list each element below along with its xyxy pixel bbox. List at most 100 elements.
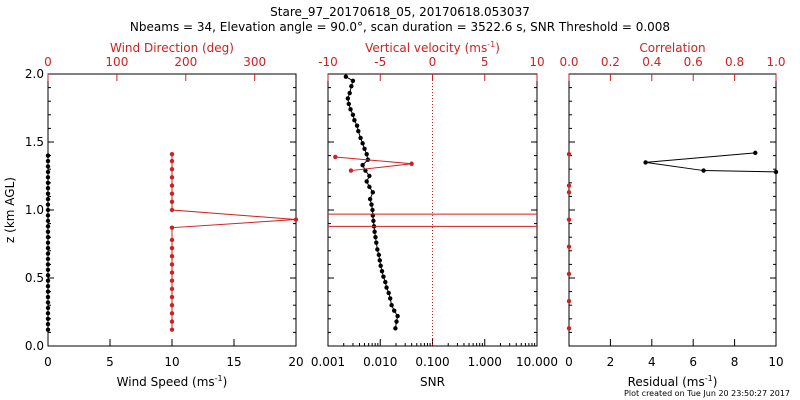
wind-data-point (45, 153, 51, 158)
ytick-label: 0.5 (25, 271, 44, 285)
velocity-data-point (372, 229, 377, 234)
velocity-data-point (350, 78, 356, 84)
wind-data-point (169, 207, 175, 213)
wind-data-point (45, 300, 51, 305)
wind-series-line (171, 154, 297, 330)
wind-data-point (45, 207, 51, 213)
wind-data-point (45, 273, 51, 278)
wind-data-point (169, 167, 175, 172)
velocity-bottom-axis-label: SNR (420, 375, 445, 389)
velocity-top-axis-label: Vertical velocity (ms-1) (365, 40, 500, 55)
velocity-data-point (376, 252, 382, 258)
velocity-data-point (343, 74, 349, 79)
top-xtick-label: 0.0 (559, 55, 578, 69)
wind-data-point (293, 217, 299, 222)
wind-data-point (45, 180, 51, 185)
wind-data-point (45, 164, 51, 169)
velocity-data-point (389, 303, 394, 308)
top-xtick-label: -5 (374, 55, 386, 69)
wind-data-point (45, 229, 51, 234)
wind-data-point (169, 311, 175, 316)
wind-data-point (45, 278, 51, 283)
wind-data-point (45, 262, 51, 267)
velocity-data-point (395, 313, 400, 319)
top-xtick-label: 10 (529, 55, 544, 69)
wind-data-point (45, 322, 51, 327)
figure-subtitle: Nbeams = 34, Elevation angle = 90.0°, sc… (130, 20, 670, 34)
velocity-data-point (367, 196, 373, 202)
correlation-top-axis-label: Correlation (639, 41, 705, 55)
velocity-data-point (371, 218, 376, 224)
wind-data-point (45, 213, 51, 218)
correlation-frame (568, 73, 777, 347)
figure-title: Stare_97_20170618_05, 20170618.053037 (270, 5, 530, 19)
velocity-data-point (370, 190, 375, 195)
xtick-label: 0.100 (415, 355, 449, 369)
wind-top-axis-label: Wind Direction (deg) (110, 41, 234, 55)
wind-data-point (169, 199, 175, 205)
correlation-bottom-axis-label: Residual (ms-1) (628, 374, 718, 389)
velocity-data-point (370, 207, 375, 213)
correlation-data-point (773, 169, 779, 175)
velocity-data-point (333, 154, 338, 160)
wind-data-point (169, 183, 175, 188)
velocity-data-point (364, 179, 369, 184)
wind-data-point (45, 224, 51, 229)
wind-data-point (45, 305, 51, 311)
velocity-data-point (393, 326, 398, 331)
velocity-data-point (354, 123, 360, 128)
xtick-label: 0.010 (363, 355, 397, 369)
plot-created-footer: Plot created on Tue Jun 20 23:50:27 2017 (624, 389, 790, 398)
wind-data-point (169, 286, 175, 292)
velocity-data-point (369, 202, 374, 207)
top-xtick-label: 300 (243, 55, 266, 69)
top-xtick-label: -10 (318, 55, 338, 69)
velocity-data-point (362, 146, 367, 151)
velocity-data-point (348, 168, 354, 173)
wind-data-point (45, 251, 51, 256)
velocity-data-point (364, 152, 369, 157)
wind-data-point (45, 283, 51, 289)
xtick-label: 2 (607, 355, 615, 369)
wind-data-point (169, 254, 175, 259)
top-xtick-label: 200 (174, 55, 197, 69)
wind-data-point (169, 175, 175, 180)
wind-data-point (45, 235, 51, 240)
correlation-data-point (566, 190, 572, 195)
xtick-label: 6 (689, 355, 697, 369)
wind-data-point (45, 158, 51, 164)
wind-data-point (45, 267, 51, 273)
velocity-data-point (350, 112, 356, 118)
wind-data-point (45, 191, 51, 196)
correlation-data-point (566, 217, 572, 222)
wind-data-point (45, 245, 51, 251)
xtick-label: 8 (731, 355, 739, 369)
velocity-data-point (367, 173, 372, 179)
wind-data-point (169, 191, 175, 196)
xtick-label: 0 (565, 355, 573, 369)
ytick-label: 0.0 (25, 339, 44, 353)
velocity-data-point (394, 319, 399, 324)
velocity-data-point (358, 135, 363, 141)
velocity-data-point (374, 240, 379, 245)
wind-data-point (45, 186, 51, 191)
correlation-data-point (566, 183, 572, 188)
wind-data-point (45, 327, 51, 332)
xtick-label: 5 (106, 355, 114, 369)
xtick-label: 0 (44, 355, 52, 369)
xtick-label: 10 (768, 355, 783, 369)
xtick-label: 1.000 (468, 355, 502, 369)
velocity-data-point (373, 235, 378, 240)
wind-data-point (45, 169, 51, 175)
velocity-data-point (378, 263, 383, 268)
top-xtick-label: 0.8 (725, 55, 744, 69)
velocity-data-point (345, 96, 351, 101)
top-xtick-label: 1.0 (766, 55, 785, 69)
correlation-data-point (566, 271, 572, 277)
wind-data-point (169, 245, 175, 251)
correlation-data-point (566, 298, 572, 304)
velocity-data-point (386, 290, 391, 296)
wind-data-point (169, 237, 175, 243)
velocity-data-point (387, 296, 393, 301)
